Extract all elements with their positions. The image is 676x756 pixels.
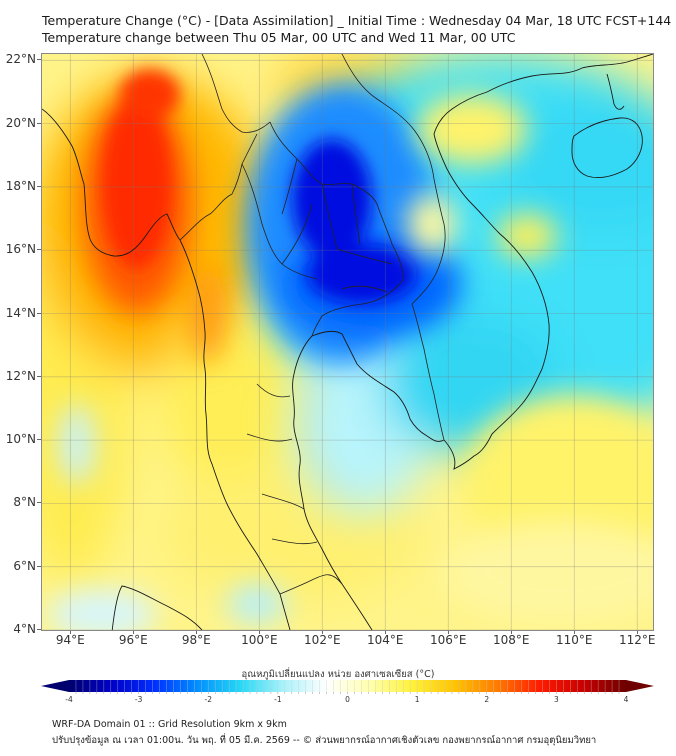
lon-tick-label: 104°E — [367, 633, 404, 647]
lon-tick-label: 100°E — [241, 633, 278, 647]
field-vietnam-coast-warm — [497, 214, 557, 258]
colorbar-max-extend — [626, 680, 654, 692]
coastline-gulf-of-thailand — [311, 330, 445, 442]
lon-tick-label: 96°E — [118, 633, 148, 647]
lon-tick-mark — [511, 631, 513, 634]
lon-tick-mark — [259, 631, 261, 634]
border-cambodia-vietnam — [411, 303, 445, 441]
lat-tick-mark — [37, 375, 41, 377]
lat-tick-label: 20°N — [5, 115, 36, 130]
lat-tick-mark — [37, 312, 41, 314]
coastline-myanmar-west — [42, 108, 181, 257]
lat-tick-mark — [37, 565, 41, 567]
lat-tick-label: 6°N — [13, 558, 36, 573]
graticule — [42, 54, 653, 630]
political-borders — [179, 54, 446, 595]
field-andaman-warm — [162, 314, 302, 494]
lon-tick-mark — [637, 631, 639, 634]
field-north-vietnam-warm — [417, 94, 527, 164]
colorbar-min-extend — [41, 680, 69, 692]
lon-tick-label: 94°E — [55, 633, 85, 647]
field-myanmar-north-red — [120, 69, 180, 119]
lon-tick-mark — [574, 631, 576, 634]
colorbar-tick-label: -2 — [205, 695, 213, 704]
border-thailand-provinces-isan — [321, 183, 393, 293]
coastline-malay-west — [227, 505, 291, 630]
lat-tick-mark — [37, 502, 41, 504]
lat-tick-mark — [37, 629, 41, 630]
lat-tick-label: 12°N — [5, 368, 36, 383]
coastline-vietnam-east — [433, 91, 550, 325]
field-myanmar-red — [102, 99, 172, 269]
lat-tick-label: 8°N — [13, 495, 36, 510]
field-hainan-cool — [502, 94, 653, 234]
chart-title: Temperature Change (°C) - [Data Assimila… — [42, 13, 672, 28]
lat-tick-label: 4°N — [13, 622, 36, 636]
lat-tick-label: 10°N — [5, 432, 36, 447]
colorbar-tick-label: 3 — [554, 695, 559, 704]
lon-tick-mark — [133, 631, 135, 634]
coastline-tanintharyi — [179, 239, 229, 507]
field-south-sea-pale — [442, 524, 653, 624]
coastline-sumatra — [111, 585, 203, 630]
border-thailand-malaysia — [279, 574, 343, 595]
field-malacca-cool — [227, 584, 287, 624]
field-central-laos-pale — [407, 194, 457, 254]
lon-tick-mark — [196, 631, 198, 634]
temperature-field-map — [42, 54, 653, 630]
lat-tick-label: 22°N — [5, 52, 36, 67]
lat-tick-mark — [37, 185, 41, 187]
coastline-malay-east — [292, 335, 373, 630]
colorbar-tick-label: -4 — [65, 695, 73, 704]
colorbar: -4 -3 -2 -1 0 1 2 3 4 — [41, 680, 654, 704]
temperature-field — [42, 54, 653, 630]
lon-tick-label: 108°E — [493, 633, 530, 647]
map-panel — [41, 53, 654, 631]
border-myanmar-thailand — [179, 133, 258, 241]
field-southwest-cool — [47, 589, 157, 630]
lon-tick-mark — [70, 631, 72, 634]
lon-tick-mark — [448, 631, 450, 634]
lat-tick-label: 18°N — [5, 178, 36, 193]
field-tanintharyi-warm — [189, 264, 225, 364]
colorbar-tick-label: -1 — [274, 695, 282, 704]
field-andaman-cool — [59, 404, 95, 484]
colorbar-tick-label: 4 — [624, 695, 629, 704]
lat-tick-mark — [37, 122, 41, 124]
colorbar-tick-label: 0 — [345, 695, 350, 704]
coastline-leizhou — [606, 73, 625, 110]
lon-tick-label: 102°E — [304, 633, 341, 647]
colorbar-separators — [75, 680, 620, 694]
border-thailand-provinces-north — [241, 158, 318, 280]
colorbar-tick-label: 2 — [484, 695, 489, 704]
lon-tick-label: 110°E — [556, 633, 593, 647]
lat-tick-mark — [37, 439, 41, 441]
border-laos-vietnam — [341, 54, 446, 305]
border-thailand-cambodia — [311, 278, 405, 337]
coastline-mekong-delta — [443, 323, 550, 470]
colorbar-label: อุณหภูมิเปลี่ยนแปลง หน่วย องศาเซลเซียส (… — [241, 669, 435, 680]
lat-tick-label: 14°N — [5, 305, 36, 320]
field-thailand-cold-core — [292, 139, 372, 259]
coastlines-and-borders — [42, 54, 653, 630]
coastline-south-china — [486, 54, 653, 93]
lon-tick-mark — [385, 631, 387, 634]
lon-tick-label: 112°E — [619, 633, 656, 647]
field-isan-cold-core — [307, 244, 417, 304]
colorbar-ticks: -4 -3 -2 -1 0 1 2 3 4 — [65, 695, 628, 704]
lat-tick-mark — [37, 59, 41, 61]
coastline-hainan — [571, 117, 643, 179]
colorbar-tick-label: -3 — [135, 695, 143, 704]
lat-tick-mark — [37, 249, 41, 251]
footer-model-info: WRF-DA Domain 01 :: Grid Resolution 9km … — [52, 719, 287, 730]
border-thailand-provinces-south — [246, 383, 318, 545]
chart-subtitle: Temperature change between Thu 05 Mar, 0… — [42, 30, 516, 45]
lon-tick-mark — [322, 631, 324, 634]
border-myanmar-china — [201, 54, 271, 133]
footer-update-credit: ปรับปรุงข้อมูล ณ เวลา 01:00น. วัน พฤ. ที… — [52, 735, 597, 746]
lat-tick-label: 16°N — [5, 242, 36, 257]
lon-tick-label: 106°E — [430, 633, 467, 647]
lon-tick-label: 98°E — [181, 633, 211, 647]
colorbar-tick-label: 1 — [415, 695, 420, 704]
